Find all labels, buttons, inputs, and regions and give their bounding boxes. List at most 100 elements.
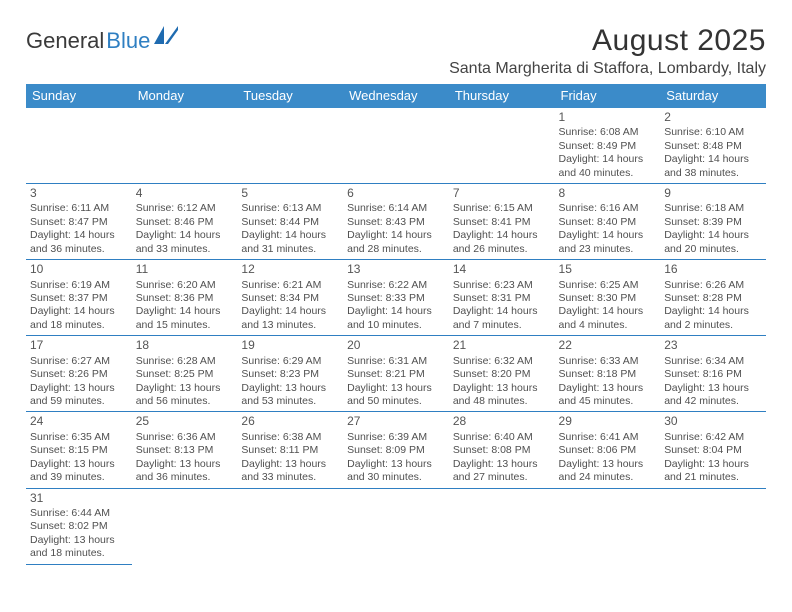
cell-data-line: Sunrise: 6:31 AM: [347, 355, 445, 368]
cell-data-line: Sunrise: 6:42 AM: [664, 431, 762, 444]
cell-data-line: Daylight: 13 hours and 42 minutes.: [664, 382, 762, 409]
calendar-cell: 30Sunrise: 6:42 AMSunset: 8:04 PMDayligh…: [660, 412, 766, 488]
cell-data-line: Sunset: 8:09 PM: [347, 444, 445, 457]
cell-data-line: Sunrise: 6:23 AM: [453, 279, 551, 292]
cell-data-line: Sunset: 8:46 PM: [136, 216, 234, 229]
cell-data-line: Sunset: 8:28 PM: [664, 292, 762, 305]
calendar-cell: [26, 108, 132, 184]
cell-data-line: Sunset: 8:33 PM: [347, 292, 445, 305]
calendar-cell: 21Sunrise: 6:32 AMSunset: 8:20 PMDayligh…: [449, 336, 555, 412]
day-number: 21: [453, 338, 551, 353]
calendar-cell: 6Sunrise: 6:14 AMSunset: 8:43 PMDaylight…: [343, 184, 449, 260]
calendar-table: SundayMondayTuesdayWednesdayThursdayFrid…: [26, 84, 766, 565]
calendar-cell: 23 Sunrise: 6:34 AMSunset: 8:16 PMDayligh…: [660, 336, 766, 412]
calendar-cell: [237, 108, 343, 184]
cell-data-line: Sunrise: 6:20 AM: [136, 279, 234, 292]
weekday-header: Friday: [555, 84, 661, 108]
cell-data-line: Sunset: 8:20 PM: [453, 368, 551, 381]
logo-text-2: Blue: [106, 28, 150, 54]
weekday-header: Tuesday: [237, 84, 343, 108]
cell-data-line: Sunset: 8:11 PM: [241, 444, 339, 457]
cell-data-line: Daylight: 14 hours and 36 minutes.: [30, 229, 128, 256]
day-number: 3: [30, 186, 128, 201]
cell-data-line: Sunrise: 6:12 AM: [136, 202, 234, 215]
cell-data-line: Sunset: 8:15 PM: [30, 444, 128, 457]
cell-data-line: Sunset: 8:36 PM: [136, 292, 234, 305]
calendar-header-row: SundayMondayTuesdayWednesdayThursdayFrid…: [26, 84, 766, 108]
cell-data-line: Sunrise: 6:28 AM: [136, 355, 234, 368]
calendar-cell: 8Sunrise: 6:16 AMSunset: 8:40 PMDaylight…: [555, 184, 661, 260]
cell-data-line: Daylight: 14 hours and 13 minutes.: [241, 305, 339, 332]
cell-data-line: Daylight: 14 hours and 38 minutes.: [664, 153, 762, 180]
cell-data-line: Sunrise: 6:11 AM: [30, 202, 128, 215]
calendar-cell: 4Sunrise: 6:12 AMSunset: 8:46 PMDaylight…: [132, 184, 238, 260]
logo-text-1: General: [26, 28, 104, 54]
calendar-cell: 20Sunrise: 6:31 AMSunset: 8:21 PMDayligh…: [343, 336, 449, 412]
month-title: August 2025: [449, 24, 766, 58]
day-number: 31: [30, 491, 128, 506]
day-number: 23: [664, 338, 762, 353]
cell-data-line: Daylight: 13 hours and 53 minutes.: [241, 382, 339, 409]
day-number: 4: [136, 186, 234, 201]
cell-data-line: Sunrise: 6:34 AM: [664, 355, 762, 368]
day-number: 15: [559, 262, 657, 277]
cell-data-line: Sunrise: 6:21 AM: [241, 279, 339, 292]
day-number: 2: [664, 110, 762, 125]
cell-data-line: Sunrise: 6:40 AM: [453, 431, 551, 444]
logo: GeneralBlue: [26, 26, 180, 56]
cell-data-line: Daylight: 13 hours and 24 minutes.: [559, 458, 657, 485]
calendar-cell: 24Sunrise: 6:35 AMSunset: 8:15 PMDayligh…: [26, 412, 132, 488]
cell-data-line: Sunset: 8:47 PM: [30, 216, 128, 229]
title-block: August 2025 Santa Margherita di Staffora…: [449, 24, 766, 78]
calendar-cell: 17Sunrise: 6:27 AMSunset: 8:26 PMDayligh…: [26, 336, 132, 412]
cell-data-line: Sunset: 8:23 PM: [241, 368, 339, 381]
day-number: 16: [664, 262, 762, 277]
calendar-cell: 14Sunrise: 6:23 AMSunset: 8:31 PMDayligh…: [449, 260, 555, 336]
day-number: 1: [559, 110, 657, 125]
cell-data-line: Daylight: 13 hours and 33 minutes.: [241, 458, 339, 485]
cell-data-line: Sunset: 8:39 PM: [664, 216, 762, 229]
cell-data-line: Sunrise: 6:25 AM: [559, 279, 657, 292]
cell-data-line: Sunset: 8:16 PM: [664, 368, 762, 381]
cell-data-line: Sunset: 8:13 PM: [136, 444, 234, 457]
cell-data-line: Sunset: 8:06 PM: [559, 444, 657, 457]
cell-data-line: Sunrise: 6:15 AM: [453, 202, 551, 215]
day-number: 18: [136, 338, 234, 353]
cell-data-line: Daylight: 14 hours and 20 minutes.: [664, 229, 762, 256]
calendar-cell: 1Sunrise: 6:08 AMSunset: 8:49 PMDaylight…: [555, 108, 661, 184]
cell-data-line: Sunrise: 6:18 AM: [664, 202, 762, 215]
calendar-cell: 18Sunrise: 6:28 AMSunset: 8:25 PMDayligh…: [132, 336, 238, 412]
cell-data-line: Daylight: 14 hours and 23 minutes.: [559, 229, 657, 256]
cell-data-line: Sunset: 8:31 PM: [453, 292, 551, 305]
cell-data-line: Sunset: 8:41 PM: [453, 216, 551, 229]
day-number: 27: [347, 414, 445, 429]
day-number: 11: [136, 262, 234, 277]
cell-data-line: Sunset: 8:21 PM: [347, 368, 445, 381]
cell-data-line: Sunset: 8:18 PM: [559, 368, 657, 381]
calendar-cell: [449, 108, 555, 184]
day-number: 28: [453, 414, 551, 429]
cell-data-line: Daylight: 13 hours and 50 minutes.: [347, 382, 445, 409]
cell-data-line: Sunrise: 6:32 AM: [453, 355, 551, 368]
cell-data-line: Sunset: 8:37 PM: [30, 292, 128, 305]
location-subtitle: Santa Margherita di Staffora, Lombardy, …: [449, 60, 766, 78]
cell-data-line: Sunset: 8:04 PM: [664, 444, 762, 457]
cell-data-line: Daylight: 14 hours and 10 minutes.: [347, 305, 445, 332]
day-number: 13: [347, 262, 445, 277]
calendar-cell: 9Sunrise: 6:18 AMSunset: 8:39 PMDaylight…: [660, 184, 766, 260]
cell-data-line: Sunrise: 6:10 AM: [664, 126, 762, 139]
calendar-cell: 3Sunrise: 6:11 AMSunset: 8:47 PMDaylight…: [26, 184, 132, 260]
day-number: 19: [241, 338, 339, 353]
calendar-cell: 5Sunrise: 6:13 AMSunset: 8:44 PMDaylight…: [237, 184, 343, 260]
cell-data-line: Sunrise: 6:35 AM: [30, 431, 128, 444]
cell-data-line: Sunset: 8:49 PM: [559, 140, 657, 153]
calendar-cell: 28Sunrise: 6:40 AMSunset: 8:08 PMDayligh…: [449, 412, 555, 488]
cell-data-line: Sunrise: 6:38 AM: [241, 431, 339, 444]
cell-data-line: Sunset: 8:40 PM: [559, 216, 657, 229]
calendar-cell: [555, 488, 661, 564]
cell-data-line: Sunrise: 6:08 AM: [559, 126, 657, 139]
calendar-cell: 22Sunrise: 6:33 AMSunset: 8:18 PMDayligh…: [555, 336, 661, 412]
cell-data-line: Daylight: 13 hours and 45 minutes.: [559, 382, 657, 409]
day-number: 5: [241, 186, 339, 201]
day-number: 30: [664, 414, 762, 429]
